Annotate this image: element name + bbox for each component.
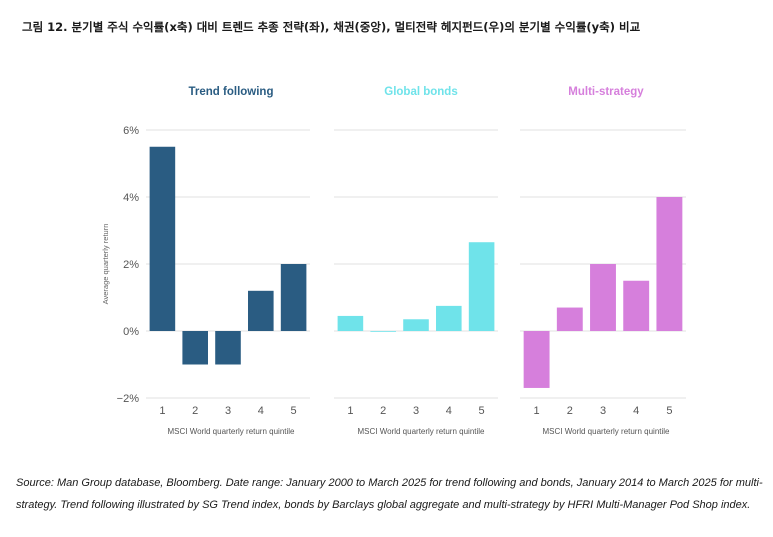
global-bonds-x-tick-label: 1 [347,405,353,417]
trend-following-x-tick-label: 1 [159,405,165,417]
global-bonds-x-tick-label: 4 [446,405,452,417]
y-tick-label: −2% [117,393,140,405]
multi-strategy-x-axis-label: MSCI World quarterly return quintile [542,427,670,436]
multi-strategy-x-tick-label: 3 [600,405,606,417]
source-note: Source: Man Group database, Bloomberg. D… [16,477,763,511]
global-bonds-x-tick-label: 5 [479,405,485,417]
trend-following-x-tick-label: 2 [192,405,198,417]
multi-strategy-bar-1 [523,331,550,388]
trend-following-panel-title: Trend following [189,86,274,98]
multi-strategy-bar-5 [656,197,683,331]
trend-following-x-tick-label: 4 [258,405,264,417]
trend-following-x-axis-label: MSCI World quarterly return quintile [167,427,295,436]
global-bonds-bar-4 [436,305,462,331]
trend-following-bar-1 [149,146,176,331]
y-tick-label: 2% [123,259,139,271]
global-bonds-bar-2 [370,331,396,332]
multi-strategy-x-tick-label: 2 [567,405,573,417]
trend-following-bar-3 [215,331,241,365]
multi-strategy-bar-4 [623,280,650,331]
trend-following-x-tick-label: 3 [225,405,231,417]
global-bonds-x-tick-label: 2 [380,405,386,417]
y-tick-label: 0% [123,326,139,338]
global-bonds-bar-3 [403,319,429,331]
trend-following-bar-2 [182,331,208,365]
global-bonds-bar-5 [468,242,495,331]
trend-following-x-tick-label: 5 [291,405,297,417]
global-bonds-x-tick-label: 3 [413,405,419,417]
global-bonds-bar-1 [337,315,364,331]
figure-title: 그림 12. 분기별 주식 수익률(x축) 대비 트렌드 추종 전략(좌), 채… [22,20,641,34]
trend-following-bar-5 [280,264,307,331]
y-tick-label: 6% [123,125,139,137]
global-bonds-x-axis-label: MSCI World quarterly return quintile [357,427,485,436]
multi-strategy-x-tick-label: 4 [633,405,639,417]
multi-strategy-bar-3 [590,264,616,331]
global-bonds-panel-title: Global bonds [384,86,457,98]
chart-area: Trend following 1 2 3 4 5 MSCI World quarterly… [101,86,686,436]
multi-strategy-x-tick-label: 5 [666,405,672,417]
multi-strategy-bar-2 [556,307,583,331]
multi-strategy-x-tick-label: 1 [534,405,540,417]
y-axis-label: Average quarterly return [101,224,110,305]
multi-strategy-panel-title: Multi-strategy [568,86,644,98]
trend-following-bar-4 [248,290,274,331]
y-tick-label: 4% [123,192,139,204]
